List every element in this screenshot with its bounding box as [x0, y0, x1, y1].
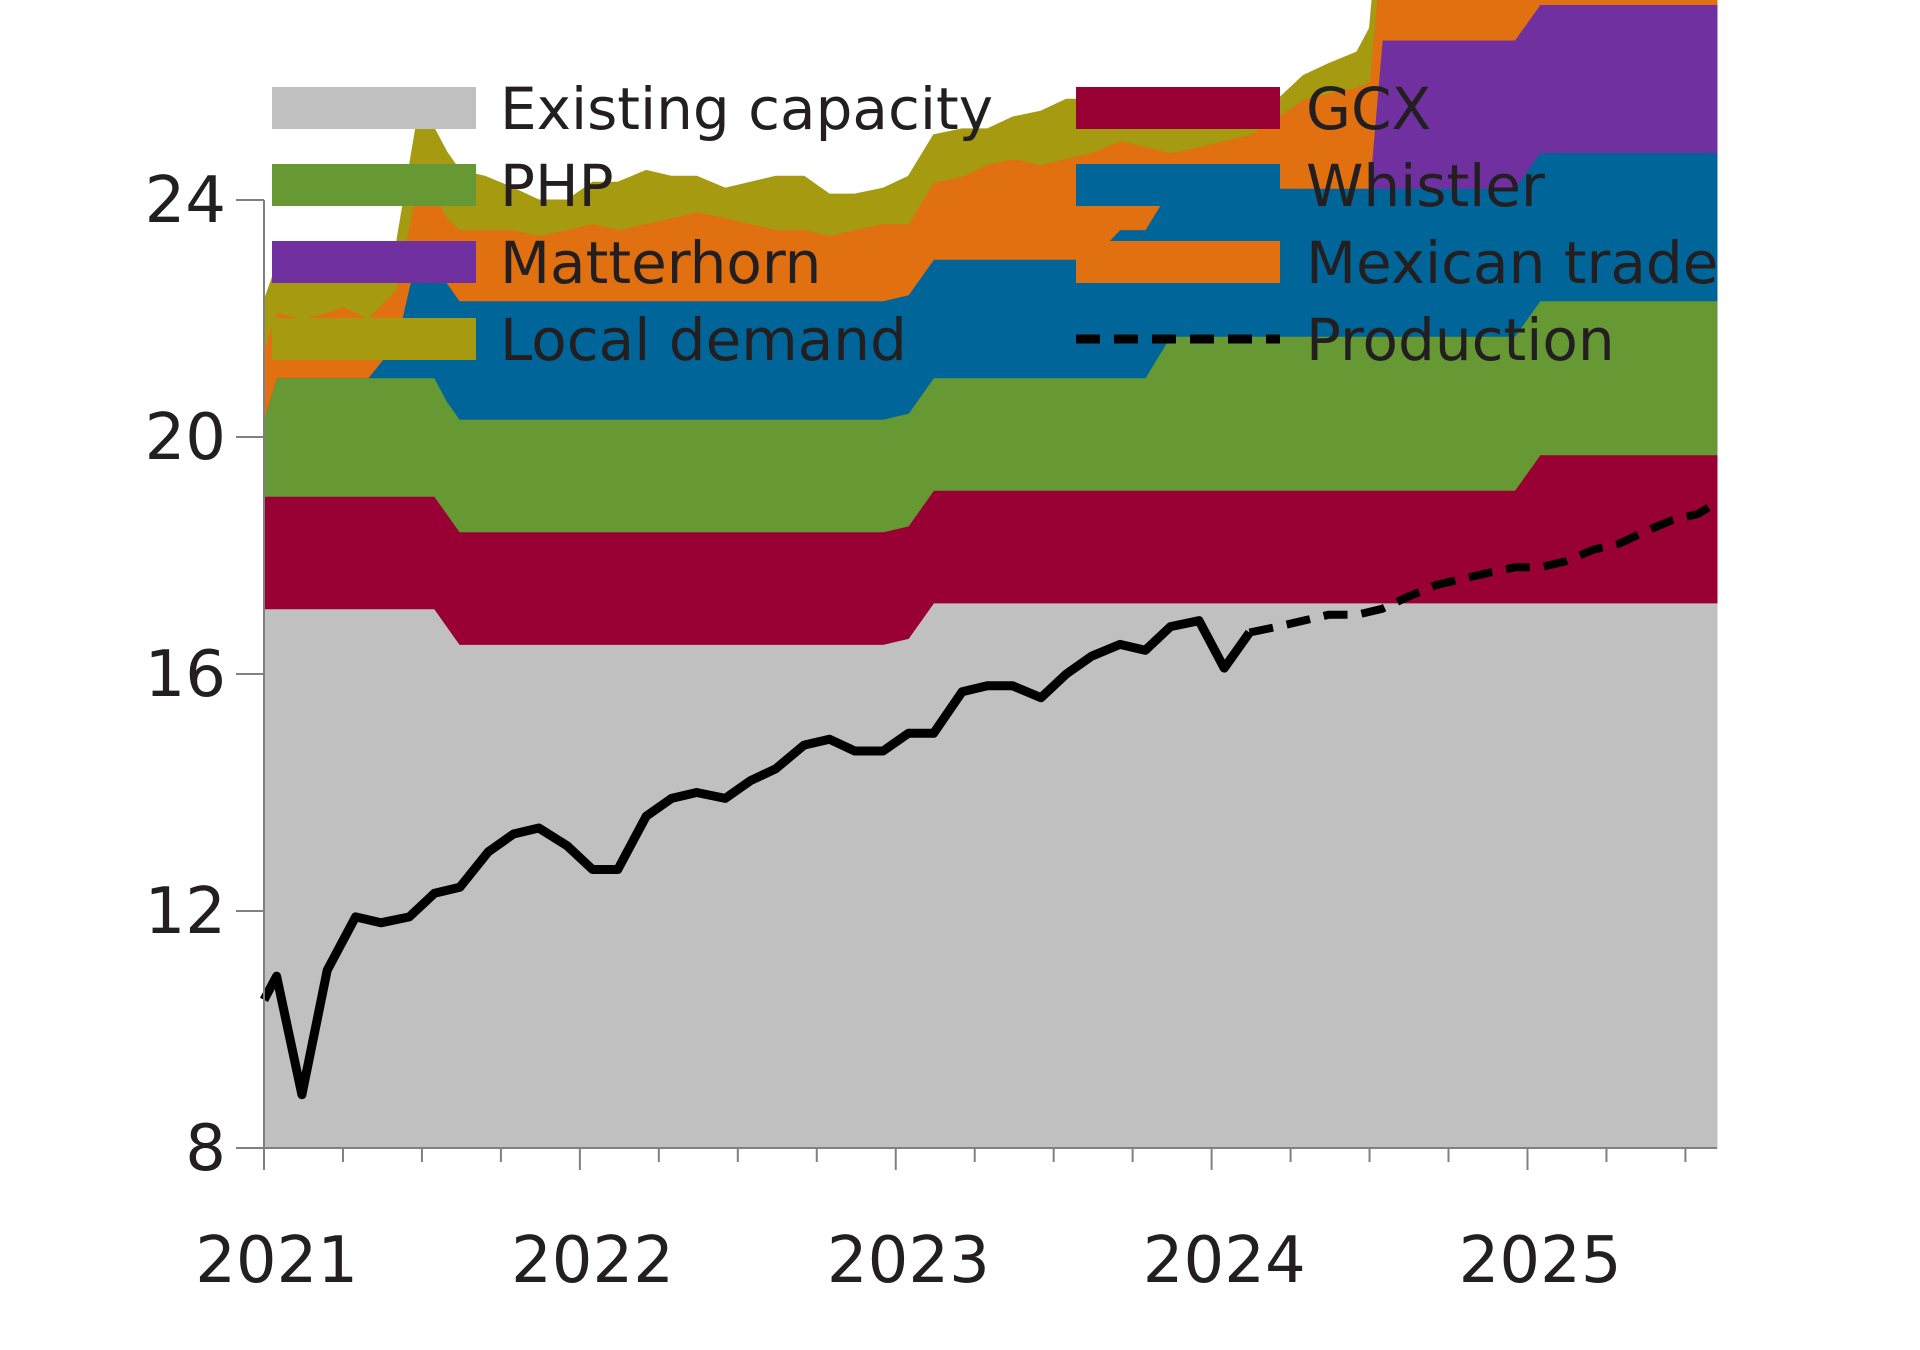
- y-tick-label: 12: [145, 875, 226, 949]
- x-tick-label: 2021: [195, 1224, 358, 1298]
- legend-label-mexican-trade: Mexican trade: [1306, 229, 1718, 297]
- legend-swatch-php: [272, 164, 476, 206]
- legend-label-matterhorn: Matterhorn: [500, 229, 821, 297]
- legend-swatch-gcx: [1076, 87, 1280, 129]
- legend-label-local-demand: Local demand: [500, 306, 907, 374]
- legend: Existing capacity GCX PHP Whistler Matterhor…: [272, 75, 1718, 374]
- legend-swatch-existing-capacity: [272, 87, 476, 129]
- area-local-demand: [263, 0, 1378, 349]
- production-actual-line: [260, 616, 1254, 1100]
- y-tick-label: 8: [185, 1112, 226, 1186]
- x-tick-label: 2025: [1459, 1224, 1622, 1298]
- legend-label-production: Production: [1306, 306, 1615, 374]
- production-line: [260, 498, 1720, 1100]
- legend-label-existing-capacity: Existing capacity: [500, 75, 993, 143]
- legend-swatch-matterhorn: [272, 241, 476, 283]
- legend-label-gcx: GCX: [1306, 75, 1431, 143]
- x-tick-label: 2024: [1143, 1224, 1306, 1298]
- production-forecast-line: [1248, 498, 1720, 637]
- legend-swatch-mexican-trade: [1076, 241, 1280, 283]
- legend-label-php: PHP: [500, 152, 614, 220]
- stacked-areas: [263, 0, 1718, 1149]
- x-tick-label: 2023: [827, 1224, 990, 1298]
- x-tick-label: 2022: [511, 1224, 674, 1298]
- y-tick-label: 20: [145, 401, 226, 475]
- y-tick-label: 16: [145, 638, 226, 712]
- legend-swatch-local-demand: [272, 318, 476, 360]
- y-tick-label: 24: [145, 164, 226, 238]
- legend-label-whistler: Whistler: [1306, 152, 1545, 220]
- legend-swatch-whistler: [1076, 164, 1280, 206]
